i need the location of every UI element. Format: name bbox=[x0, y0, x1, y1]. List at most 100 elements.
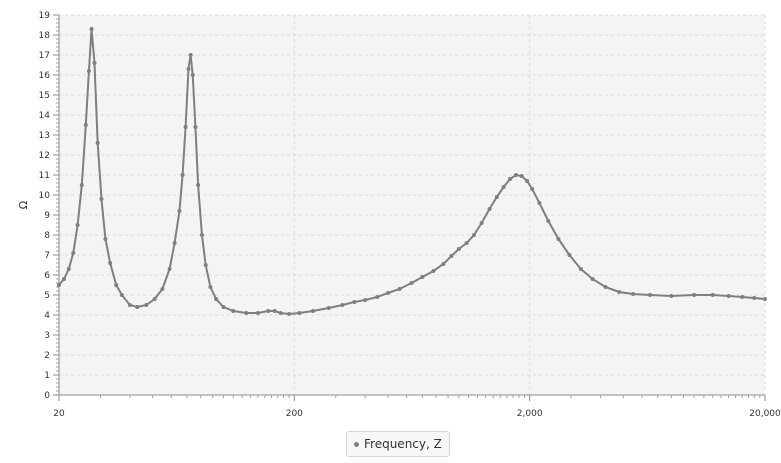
data-point bbox=[119, 293, 124, 297]
plot-area bbox=[59, 15, 765, 395]
y-tick-label: 5 bbox=[44, 291, 50, 301]
data-point bbox=[57, 283, 61, 287]
data-point bbox=[188, 53, 193, 57]
legend-marker bbox=[354, 441, 359, 447]
data-point bbox=[160, 287, 165, 291]
data-point bbox=[441, 262, 446, 266]
data-point bbox=[190, 73, 195, 77]
y-tick-label: 13 bbox=[39, 131, 50, 141]
data-point bbox=[71, 251, 76, 255]
data-point bbox=[409, 281, 414, 285]
y-tick-label: 12 bbox=[39, 151, 50, 161]
data-point bbox=[692, 293, 697, 297]
data-point bbox=[266, 309, 271, 313]
data-point bbox=[449, 254, 454, 258]
axes bbox=[58, 15, 765, 396]
data-point bbox=[464, 241, 469, 245]
data-point bbox=[567, 253, 572, 257]
data-point bbox=[726, 294, 731, 298]
data-point bbox=[103, 237, 108, 241]
y-tick-label: 11 bbox=[39, 171, 50, 181]
data-point bbox=[740, 295, 745, 299]
data-point bbox=[231, 309, 236, 313]
y-tick-label: 1 bbox=[44, 371, 50, 381]
data-point bbox=[208, 285, 213, 289]
data-point bbox=[494, 195, 499, 199]
x-tick-label: 2,000 bbox=[517, 409, 543, 419]
data-point bbox=[61, 277, 66, 281]
data-point bbox=[75, 223, 80, 227]
data-point bbox=[669, 294, 674, 298]
data-point bbox=[479, 221, 484, 225]
data-point bbox=[114, 283, 119, 287]
data-point bbox=[186, 67, 191, 71]
data-point bbox=[763, 297, 767, 301]
data-point bbox=[363, 298, 368, 302]
y-tick-label: 14 bbox=[39, 111, 51, 121]
data-point bbox=[352, 300, 357, 304]
y-tick-label: 19 bbox=[39, 11, 51, 21]
y-tick-label: 4 bbox=[44, 311, 50, 321]
legend: Frequency, Z bbox=[346, 431, 450, 457]
x-tick-label: 200 bbox=[286, 409, 303, 419]
y-tick-label: 2 bbox=[44, 351, 50, 361]
data-point bbox=[397, 287, 402, 291]
data-point bbox=[456, 247, 461, 251]
data-point bbox=[297, 311, 302, 315]
data-point bbox=[546, 219, 551, 223]
data-point bbox=[135, 305, 140, 309]
data-point bbox=[556, 237, 561, 241]
data-point bbox=[196, 183, 201, 187]
data-point bbox=[525, 179, 530, 183]
data-point bbox=[326, 306, 331, 310]
y-tick-label: 6 bbox=[44, 271, 50, 281]
data-point bbox=[501, 185, 506, 189]
y-tick-label: 18 bbox=[39, 31, 51, 41]
y-tick-label: 16 bbox=[39, 71, 51, 81]
y-tick-label: 8 bbox=[44, 231, 50, 241]
data-point bbox=[487, 207, 492, 211]
data-point bbox=[172, 241, 177, 245]
data-point bbox=[127, 303, 132, 307]
data-point bbox=[272, 309, 277, 313]
x-tick-label: 20 bbox=[53, 409, 65, 419]
data-point bbox=[278, 311, 283, 315]
data-point bbox=[385, 291, 390, 295]
data-point bbox=[99, 197, 104, 201]
data-point bbox=[590, 277, 595, 281]
data-point bbox=[631, 292, 636, 296]
data-point bbox=[214, 297, 219, 301]
legend-label: Frequency, Z bbox=[364, 437, 442, 451]
data-point bbox=[310, 309, 315, 313]
data-point bbox=[519, 174, 524, 178]
data-point bbox=[255, 311, 260, 315]
y-tick-label: 10 bbox=[39, 191, 51, 201]
x-tick-label: 20,000 bbox=[749, 409, 781, 419]
data-point bbox=[108, 261, 113, 265]
y-tick-label: 15 bbox=[39, 91, 50, 101]
data-point bbox=[193, 125, 198, 129]
data-point bbox=[244, 311, 249, 315]
data-point bbox=[537, 201, 542, 205]
data-point bbox=[648, 293, 653, 297]
data-point bbox=[152, 297, 157, 301]
data-point bbox=[86, 69, 91, 73]
data-point bbox=[508, 177, 513, 181]
data-point bbox=[221, 305, 226, 309]
data-point bbox=[167, 267, 172, 271]
data-point bbox=[530, 187, 535, 191]
data-point bbox=[514, 173, 519, 177]
data-point bbox=[431, 269, 436, 273]
data-point bbox=[177, 209, 182, 213]
data-point bbox=[83, 123, 88, 127]
y-axis-label: Ω bbox=[17, 201, 30, 209]
x-axis-ticks: 20 200 2,000 20,000 bbox=[53, 395, 781, 419]
horizontal-grid bbox=[59, 14, 765, 376]
y-tick-label: 0 bbox=[44, 391, 50, 401]
data-point bbox=[603, 285, 608, 289]
data-point bbox=[92, 61, 97, 65]
data-point bbox=[375, 295, 380, 299]
data-point bbox=[340, 303, 345, 307]
